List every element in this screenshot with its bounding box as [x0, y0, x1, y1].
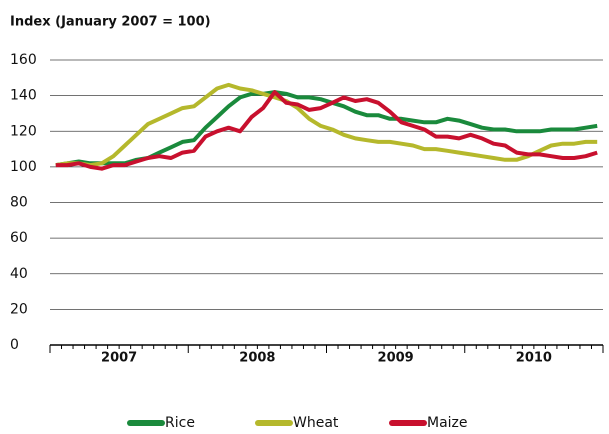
y-tick-label: 100 — [10, 159, 37, 175]
x-tick-label: 2007 — [101, 351, 137, 366]
legend-label: Maize — [427, 415, 468, 431]
y-tick-label: 0 — [10, 337, 19, 353]
y-tick-label: 20 — [10, 301, 28, 317]
y-tick-label: 160 — [10, 52, 37, 68]
legend-label: Rice — [165, 415, 195, 431]
legend-label: Wheat — [293, 415, 339, 431]
y-tick-label: 140 — [10, 88, 37, 104]
y-tick-label: 120 — [10, 123, 37, 139]
y-tick-label: 40 — [10, 266, 28, 282]
y-tick-label: 60 — [10, 230, 28, 246]
x-tick-label: 2009 — [378, 351, 414, 366]
x-tick-label: 2010 — [516, 351, 552, 366]
chart-title: Index (January 2007 = 100) — [10, 15, 211, 30]
x-tick-label: 2008 — [239, 351, 275, 366]
series-line — [55, 82, 598, 168]
y-tick-label: 80 — [10, 195, 28, 211]
series-line — [55, 90, 598, 171]
